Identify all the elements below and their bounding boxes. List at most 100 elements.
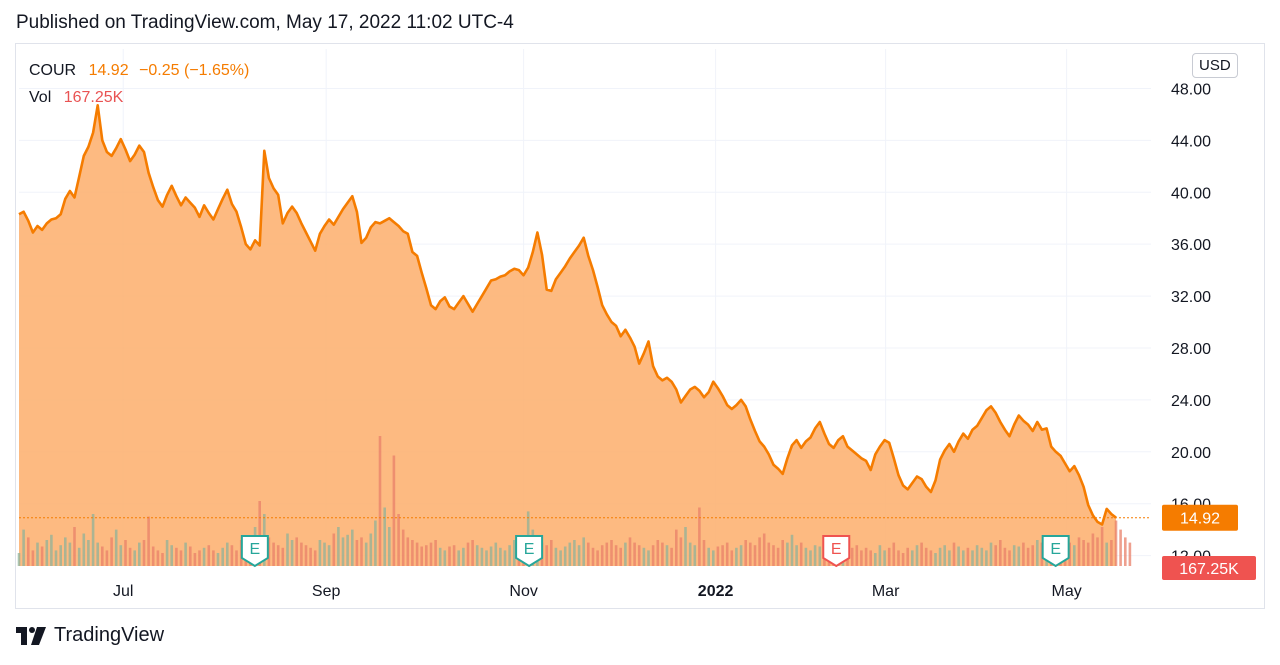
volume-bar [355, 540, 359, 566]
legend-price-row: COUR 14.92 −0.25 (−1.65%) [29, 57, 249, 84]
volume-bar [614, 545, 618, 566]
volume-bar [1110, 540, 1113, 566]
volume-bar [809, 550, 812, 566]
volume-bar [128, 547, 132, 566]
volume-bar [31, 550, 35, 566]
volume-bar [300, 542, 303, 566]
volume-bar [184, 542, 187, 566]
volume-bar [1105, 542, 1108, 566]
volume-bar [563, 546, 567, 566]
volume-bar [892, 542, 896, 566]
y-tick-label: 20.00 [1171, 445, 1211, 462]
volume-bar [406, 537, 410, 566]
volume-bar [1091, 533, 1095, 566]
volume-bar [438, 547, 442, 566]
volume-bar [813, 545, 817, 566]
price-area-fill [19, 105, 1116, 567]
volume-bar [688, 542, 692, 566]
volume-bar [443, 550, 447, 566]
volume-bar [1096, 537, 1099, 566]
volume-bar [665, 545, 669, 566]
volume-bar [341, 537, 345, 566]
volume-bar [388, 527, 391, 566]
volume-bar [980, 547, 984, 566]
chart-legend: COUR 14.92 −0.25 (−1.65%) Vol 167.25K [29, 57, 249, 111]
legend-symbol[interactable]: COUR [29, 62, 77, 79]
volume-bar [415, 542, 419, 566]
volume-bar [45, 540, 49, 566]
volume-tag-label: 167.25K [1179, 561, 1239, 578]
volume-bar [966, 547, 970, 566]
volume-bar [337, 527, 340, 566]
price-line [18, 104, 1117, 526]
volume-bar [1036, 540, 1039, 566]
published-caption: Published on TradingView.com, May 17, 20… [16, 12, 514, 33]
volume-bar [619, 547, 622, 566]
volume-bar [887, 547, 891, 566]
volume-bar [702, 540, 706, 566]
chart-frame[interactable]: EEEE12.0016.0020.0024.0028.0032.0036.004… [15, 43, 1265, 609]
volume-bar [397, 514, 400, 566]
volume-bar [971, 550, 974, 566]
y-tick-label: 28.00 [1171, 341, 1211, 358]
last-price-tag-label: 14.92 [1180, 511, 1220, 528]
volume-bar [499, 547, 502, 566]
volume-bar [790, 534, 794, 566]
volume-bar [739, 545, 743, 566]
volume-bar [503, 550, 507, 566]
legend-vol-value: 167.25K [63, 89, 124, 106]
legend-last-price: 14.92 [88, 62, 129, 79]
volume-bar [364, 542, 368, 566]
volume-bar [577, 545, 581, 566]
volume-bar [295, 537, 298, 566]
volume-bar [207, 545, 211, 566]
volume-bar [989, 542, 993, 566]
volume-bar [142, 540, 146, 566]
volume-bar [670, 547, 673, 566]
volume-bar [471, 540, 474, 566]
volume-bar [216, 553, 220, 566]
volume-bar [605, 542, 609, 566]
volume-bar [587, 542, 590, 566]
volume-bar [707, 547, 710, 566]
volume-bar [50, 534, 53, 566]
volume-bar [924, 547, 928, 566]
volume-bar [679, 537, 683, 566]
volume-bar [110, 537, 113, 566]
volume-bar [568, 542, 572, 566]
volume-bar [425, 545, 428, 566]
volume-bar [1022, 542, 1025, 566]
volume-bar [948, 550, 951, 566]
volume-bar [513, 540, 516, 566]
y-tick-label: 40.00 [1171, 185, 1211, 202]
volume-bar [198, 550, 201, 566]
volume-bar [392, 455, 396, 566]
volume-bar [429, 542, 433, 566]
x-tick-label: 2022 [698, 583, 734, 600]
x-tick-label: Mar [872, 583, 900, 600]
volume-bar [804, 547, 808, 566]
volume-bar [318, 540, 322, 566]
volume-bar [165, 540, 169, 566]
currency-button[interactable]: USD [1192, 53, 1238, 78]
volume-bar [276, 545, 280, 566]
volume-bar [675, 529, 678, 566]
volume-bar [610, 540, 613, 566]
volume-bar [378, 436, 382, 566]
footer-brand[interactable]: TradingView [16, 624, 164, 647]
volume-bar [156, 550, 160, 566]
y-tick-label: 36.00 [1171, 237, 1211, 254]
volume-bar [647, 550, 650, 566]
earnings-flag-icon [822, 535, 851, 568]
volume-bar [1003, 547, 1007, 566]
volume-bar [175, 547, 178, 566]
price-chart[interactable]: EEEE12.0016.0020.0024.0028.0032.0036.004… [16, 44, 1266, 610]
volume-bar [105, 550, 109, 566]
volume-bar [712, 550, 715, 566]
volume-bar [725, 542, 729, 566]
volume-bar [151, 546, 155, 566]
volume-bar [582, 537, 585, 566]
volume-bar [193, 553, 197, 566]
volume-bar [281, 547, 285, 566]
volume-bar [82, 533, 86, 566]
